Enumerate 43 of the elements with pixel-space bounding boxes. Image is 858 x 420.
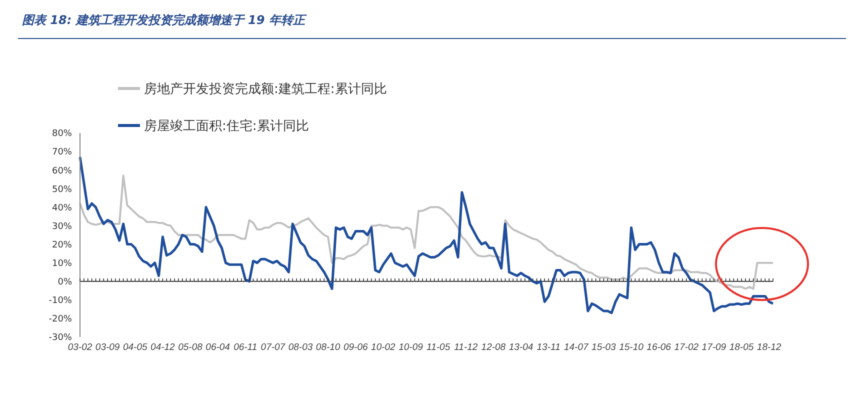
x-tick-label: 11-12 — [454, 342, 478, 353]
x-tick-label: 10-09 — [398, 342, 424, 353]
line-series — [78, 156, 774, 314]
x-tick-label: 09-06 — [343, 342, 368, 353]
x-tick-label: 17-02 — [674, 342, 700, 353]
x-tick-label: 13-11 — [536, 342, 560, 353]
x-tick-label: 03-09 — [95, 342, 120, 353]
x-tick-label: 04-12 — [150, 342, 176, 353]
x-tick-label: 05-08 — [178, 342, 204, 353]
y-tick-label: 50% — [52, 184, 72, 195]
x-tick-label: 10-02 — [371, 342, 396, 353]
y-tick-label: 40% — [52, 203, 72, 214]
x-tick-label: 18-12 — [756, 342, 782, 353]
x-tick-label: 08-10 — [316, 342, 341, 353]
legend-label: 房屋竣工面积:住宅:累计同比 — [144, 118, 309, 134]
x-tick-label: 08-03 — [288, 342, 314, 353]
y-tick-label: 10% — [52, 259, 72, 270]
x-tick-label: 13-04 — [508, 342, 534, 353]
y-tick-label: 70% — [52, 148, 72, 158]
x-tick-label: 15-03 — [592, 342, 617, 353]
y-tick-label: -30% — [48, 333, 72, 344]
x-tick-label: 04-05 — [122, 342, 148, 353]
chart-title: 图表 18: 建筑工程开发投资完成额增速于 19 年转正 — [22, 12, 305, 29]
x-tick-label: 15-10 — [619, 342, 644, 353]
y-tick-label: 30% — [52, 222, 72, 232]
x-tick-label: 03-02 — [68, 342, 93, 353]
x-tick-label: 16-06 — [646, 342, 672, 353]
y-tick-label: -10% — [48, 296, 72, 306]
x-tick-label: 12-08 — [481, 342, 506, 353]
y-tick-label: 0% — [58, 278, 72, 288]
x-tick-label: 06-11 — [234, 342, 258, 353]
x-tick-label: 07-07 — [260, 342, 286, 353]
x-tick-label: 06-04 — [206, 342, 230, 353]
line-series — [79, 174, 774, 290]
y-tick-label: 60% — [52, 166, 72, 176]
x-tick-label: 18-05 — [729, 342, 754, 353]
x-tick-label: 17-09 — [702, 342, 727, 353]
x-tick-label: 11-05 — [426, 342, 451, 353]
y-tick-label: 80% — [52, 129, 72, 140]
x-tick-label: 14-07 — [564, 342, 589, 353]
y-tick-label: -20% — [48, 314, 72, 325]
y-tick-label: 20% — [52, 240, 72, 250]
legend-label: 房地产开发投资完成额:建筑工程:累计同比 — [144, 80, 387, 98]
